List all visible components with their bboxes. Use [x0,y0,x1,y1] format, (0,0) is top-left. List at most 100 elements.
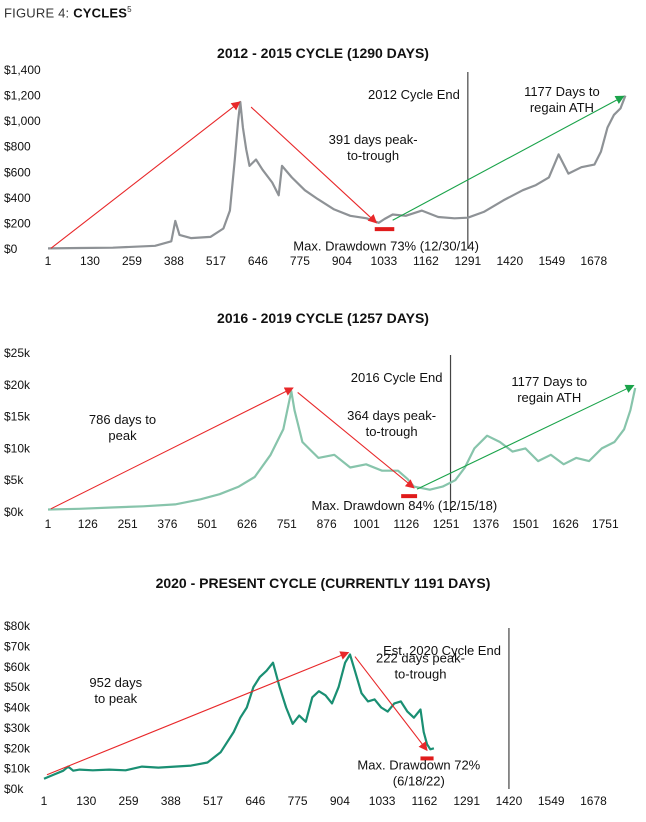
chart1-x-tick-label: 1678 [580,254,607,268]
chart3-title: 2020 - PRESENT CYCLE (CURRENTLY 1191 DAY… [156,575,491,591]
chart2-y-tick-label: $25k [4,346,31,360]
chart1-annotation-line: to-trough [347,148,399,163]
chart3-y-tick-label: $70k [4,639,31,653]
chart2-annotation-line: Max. Drawdown 84% (12/15/18) [311,498,497,513]
figure-label: FIGURE 4: CYCLES5 [4,5,132,20]
chart2-x-tick-label: 1626 [552,517,579,531]
chart2-y-tick-label: $0k [4,505,24,519]
chart3-annotation-line: 222 days peak- [376,651,465,666]
chart1-x-tick-label: 517 [206,254,226,268]
chart2-annotation-line: peak [108,428,137,443]
chart3-y-tick-label: $10k [4,762,31,776]
chart3-red-arrow [46,651,350,776]
chart2-red-arrow [297,392,415,489]
chart3-price-line [43,653,435,780]
chart1-y-tick-label: $600 [4,165,31,179]
chart2-price-line [47,387,637,511]
chart1-title: 2012 - 2015 CYCLE (1290 DAYS) [217,45,429,61]
chart3-cycle-end-label: Est. 2020 Cycle End [383,643,501,658]
chart3-x-tick-label: 1033 [369,794,396,808]
chart2-cycle-end-label: 2016 Cycle End [351,370,443,385]
chart2-x-tick-label: 1001 [353,517,380,531]
chart3-x-tick-label: 1420 [496,794,523,808]
chart2-annotation: Max. Drawdown 84% (12/15/18) [311,498,497,513]
chart2-x-tick-label: 1501 [512,517,539,531]
chart2-annotation-line: to-trough [366,424,418,439]
chart1-annotation-line: Max. Drawdown 73% (12/30/14) [293,238,479,253]
chart2-x-tick-label: 1251 [433,517,460,531]
chart2-annotation: 786 days to peak [89,412,156,443]
chart1-x-tick-label: 1420 [496,254,523,268]
chart2-x-tick-label: 626 [237,517,257,531]
chart3-y-tick-label: $30k [4,721,31,735]
chart1-y-tick-label: $1,200 [4,89,41,103]
chart3-y-tick-label: $60k [4,660,31,674]
chart2-x-tick-label: 501 [197,517,217,531]
chart3-y-tick-label: $50k [4,680,31,694]
chart1-annotation: 391 days peak-to-trough [329,132,418,163]
figure-title: CYCLES [73,5,128,21]
chart1-y-tick-label: $0 [4,242,18,256]
chart3-annotation-line: to peak [94,691,137,706]
chart2-green-arrow [416,384,635,490]
chart1-y-tick-label: $400 [4,191,31,205]
chart1-x-tick-label: 130 [80,254,100,268]
chart3-annotation-line: 952 days [89,675,142,690]
chart1-green-arrow [392,95,625,221]
chart1-x-tick-label: 388 [164,254,184,268]
chart1-cycle-end-label: 2012 Cycle End [368,87,460,102]
chart1-annotation: Max. Drawdown 73% (12/30/14) [293,238,479,253]
chart2-y-tick-label: $15k [4,410,31,424]
chart3-x-tick-label: 904 [330,794,350,808]
chart3-x-tick-label: 775 [288,794,308,808]
chart3-y-tick-label: $40k [4,701,31,715]
chart2-x-tick-label: 751 [277,517,297,531]
chart1-annotation-line: regain ATH [530,100,594,115]
chart1-annotation: 1177 Days to regain ATH [524,84,600,115]
chart1-red-arrow [50,101,241,249]
chart3-annotation: 952 days to peak [89,675,142,706]
chart2-x-tick-label: 251 [118,517,138,531]
chart2-y-tick-label: $20k [4,378,31,392]
chart3-annotation: Max. Drawdown 72% (6/18/22) [357,758,480,789]
chart2-y-tick-label: $10k [4,441,31,455]
chart2-x-tick-label: 1 [45,517,52,531]
chart3-annotation-line: to-trough [394,667,446,682]
chart3-x-tick-label: 1162 [411,794,437,808]
chart2-x-tick-label: 876 [317,517,337,531]
chart3-annotation-line: (6/18/22) [393,774,445,789]
chart2-title: 2016 - 2019 CYCLE (1257 DAYS) [217,310,429,326]
chart2-x-tick-label: 376 [157,517,177,531]
chart3-x-tick-label: 517 [203,794,223,808]
chart3-annotation: 222 days peak-to-trough [376,651,465,682]
chart3-x-tick-label: 259 [119,794,139,808]
chart3-y-tick-label: $0k [4,782,24,796]
chart1-x-tick-label: 775 [290,254,310,268]
chart1-x-tick-label: 1549 [538,254,565,268]
chart3-x-tick-label: 1 [41,794,48,808]
chart2-x-tick-label: 126 [78,517,98,531]
figure-prefix: FIGURE 4: [4,5,70,21]
chart3-x-tick-label: 130 [76,794,96,808]
chart1-y-tick-label: $200 [4,216,31,230]
chart2-x-tick-label: 1751 [592,517,619,531]
chart3-y-tick-label: $20k [4,741,31,755]
chart2-red-arrow [50,387,294,510]
chart2-annotation-line: 1177 Days to [511,374,587,389]
chart1-x-tick-label: 1 [45,254,52,268]
chart2-annotation-line: 786 days to [89,412,156,427]
chart1-price-line [47,95,627,250]
chart2-y-tick-label: $5k [4,473,24,487]
chart1-x-tick-label: 259 [122,254,142,268]
chart3-x-tick-label: 1678 [580,794,607,808]
chart3-x-tick-label: 1291 [453,794,480,808]
chart1-x-tick-label: 1291 [454,254,481,268]
figure-note: 5 [127,5,132,14]
chart1-x-tick-label: 1162 [413,254,439,268]
chart1-y-tick-label: $800 [4,140,31,154]
chart1-annotation-line: 1177 Days to [524,84,600,99]
chart2-annotation: 1177 Days to regain ATH [511,374,587,405]
chart1-annotation-line: 391 days peak- [329,132,418,147]
